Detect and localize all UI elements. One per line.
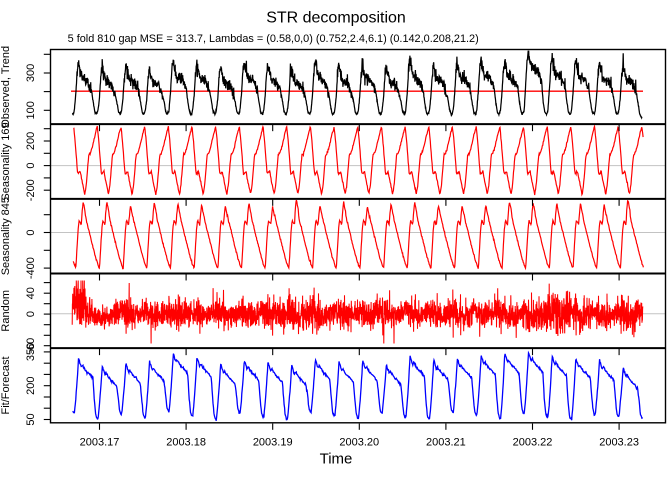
svg-text:40: 40 xyxy=(25,287,37,299)
svg-text:Seasonality 845: Seasonality 845 xyxy=(0,197,12,275)
svg-text:50: 50 xyxy=(25,413,37,425)
svg-text:Time: Time xyxy=(320,451,353,468)
svg-text:0: 0 xyxy=(25,311,37,317)
svg-text:200: 200 xyxy=(25,132,37,150)
svg-text:Seasonality 169: Seasonality 169 xyxy=(0,122,12,200)
svg-text:350: 350 xyxy=(25,343,37,361)
svg-text:2003.23: 2003.23 xyxy=(599,437,639,449)
svg-text:-400: -400 xyxy=(25,257,37,279)
svg-text:200: 200 xyxy=(25,377,37,395)
svg-text:Random: Random xyxy=(0,290,12,332)
svg-text:2003.21: 2003.21 xyxy=(426,437,466,449)
svg-text:2003.17: 2003.17 xyxy=(80,437,120,449)
svg-text:2003.20: 2003.20 xyxy=(339,437,379,449)
svg-text:0: 0 xyxy=(25,163,37,169)
svg-text:100: 100 xyxy=(25,101,37,119)
svg-text:Observed, Trend: Observed, Trend xyxy=(0,46,12,128)
svg-text:STR decomposition: STR decomposition xyxy=(266,10,406,27)
svg-text:5 fold 810 gap MSE = 313.7, La: 5 fold 810 gap MSE = 313.7, Lambdas = (0… xyxy=(68,33,479,45)
svg-text:2003.19: 2003.19 xyxy=(253,437,293,449)
svg-text:2003.22: 2003.22 xyxy=(513,437,553,449)
svg-text:300: 300 xyxy=(25,64,37,82)
svg-text:-200: -200 xyxy=(25,179,37,201)
svg-text:-60: -60 xyxy=(25,338,37,354)
svg-text:0: 0 xyxy=(25,229,37,235)
svg-text:2003.18: 2003.18 xyxy=(166,437,206,449)
svg-text:Fit/Forecast: Fit/Forecast xyxy=(0,356,12,414)
